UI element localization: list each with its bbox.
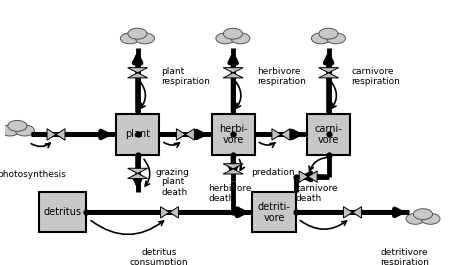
Circle shape (325, 33, 345, 44)
Polygon shape (223, 164, 243, 169)
Polygon shape (223, 169, 243, 174)
Polygon shape (176, 129, 185, 140)
FancyBboxPatch shape (39, 192, 86, 232)
Text: herbi-
vore: herbi- vore (218, 124, 247, 145)
FancyBboxPatch shape (211, 114, 254, 154)
Polygon shape (127, 168, 147, 173)
Circle shape (311, 33, 330, 44)
Polygon shape (160, 207, 169, 218)
Polygon shape (47, 129, 56, 140)
Polygon shape (318, 68, 338, 73)
Circle shape (128, 28, 147, 39)
Circle shape (413, 209, 432, 220)
Polygon shape (299, 171, 307, 182)
Polygon shape (318, 73, 338, 78)
Polygon shape (343, 207, 352, 218)
Circle shape (215, 33, 234, 44)
Text: carni-
vore: carni- vore (314, 124, 342, 145)
Polygon shape (127, 73, 147, 78)
Text: detritus: detritus (44, 207, 81, 217)
FancyBboxPatch shape (307, 114, 350, 154)
Circle shape (223, 28, 242, 39)
Text: detriti-
vore: detriti- vore (257, 202, 290, 223)
Text: predation: predation (250, 167, 294, 176)
Text: detritus
consumption: detritus consumption (130, 248, 188, 265)
Polygon shape (185, 129, 194, 140)
Circle shape (318, 28, 337, 39)
Text: grazing: grazing (156, 167, 189, 176)
Polygon shape (56, 129, 65, 140)
Polygon shape (352, 207, 361, 218)
Circle shape (405, 213, 424, 224)
Circle shape (8, 120, 27, 131)
Text: herbivore
respiration: herbivore respiration (257, 67, 305, 86)
FancyBboxPatch shape (252, 192, 295, 232)
Text: plant
respiration: plant respiration (161, 67, 210, 86)
Text: carnivore
death: carnivore death (295, 184, 338, 203)
Polygon shape (127, 68, 147, 73)
Circle shape (135, 33, 154, 44)
FancyBboxPatch shape (116, 114, 159, 154)
Circle shape (231, 33, 250, 44)
Polygon shape (271, 129, 280, 140)
Circle shape (15, 125, 34, 136)
Text: plant
death: plant death (161, 177, 188, 197)
Text: plant: plant (125, 129, 150, 139)
Circle shape (0, 125, 19, 136)
Text: detritivore
respiration: detritivore respiration (380, 248, 428, 265)
Circle shape (120, 33, 139, 44)
Text: herbivore
death: herbivore death (208, 184, 251, 203)
Text: photosynthesis: photosynthesis (0, 170, 66, 179)
Text: carnivore
respiration: carnivore respiration (350, 67, 399, 86)
Polygon shape (280, 129, 289, 140)
Polygon shape (307, 171, 317, 182)
Polygon shape (169, 207, 178, 218)
Polygon shape (223, 73, 243, 78)
Polygon shape (223, 68, 243, 73)
Circle shape (420, 213, 439, 224)
Polygon shape (127, 173, 147, 179)
